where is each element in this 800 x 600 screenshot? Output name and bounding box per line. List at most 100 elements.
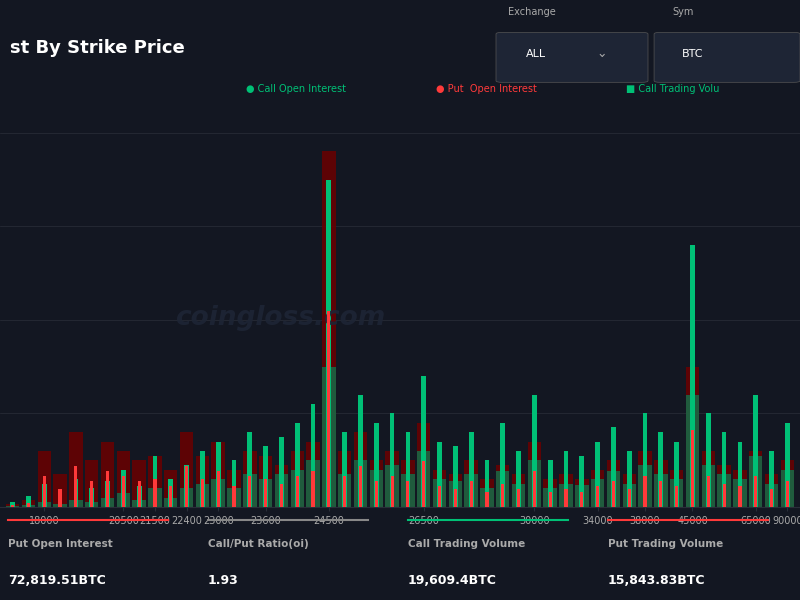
Bar bbox=[559, 474, 573, 507]
Bar bbox=[22, 500, 35, 507]
Bar bbox=[338, 474, 351, 507]
Bar bbox=[754, 395, 758, 507]
Bar bbox=[670, 470, 683, 507]
Bar bbox=[338, 451, 351, 507]
Bar bbox=[370, 470, 383, 507]
Bar bbox=[642, 413, 647, 507]
Bar bbox=[386, 451, 399, 507]
Bar bbox=[6, 504, 19, 507]
Bar bbox=[406, 481, 410, 507]
Bar bbox=[148, 488, 162, 507]
Bar bbox=[528, 460, 541, 507]
Bar bbox=[274, 474, 288, 507]
Bar bbox=[196, 484, 209, 507]
Bar bbox=[401, 474, 414, 507]
Bar bbox=[358, 395, 363, 507]
Bar bbox=[259, 455, 272, 507]
Bar bbox=[595, 442, 600, 507]
Bar bbox=[69, 500, 82, 507]
Bar bbox=[500, 423, 505, 507]
FancyBboxPatch shape bbox=[496, 32, 648, 82]
Text: ⌄: ⌄ bbox=[596, 47, 607, 61]
Bar bbox=[200, 451, 205, 507]
Bar bbox=[480, 479, 494, 507]
Bar bbox=[596, 487, 599, 507]
Bar bbox=[243, 451, 257, 507]
Bar bbox=[227, 470, 241, 507]
Bar bbox=[105, 481, 110, 507]
Bar bbox=[754, 476, 758, 507]
Bar bbox=[734, 479, 746, 507]
Bar bbox=[58, 493, 62, 507]
Bar bbox=[211, 479, 225, 507]
Bar bbox=[296, 476, 299, 507]
Bar bbox=[232, 460, 236, 507]
Bar bbox=[201, 479, 204, 507]
Bar bbox=[512, 484, 526, 507]
Bar bbox=[591, 470, 604, 507]
Text: ● Put  Open Interest: ● Put Open Interest bbox=[436, 83, 537, 94]
Bar bbox=[343, 476, 346, 507]
Bar bbox=[734, 470, 746, 507]
Bar bbox=[133, 460, 146, 507]
Text: coingloss.com: coingloss.com bbox=[175, 305, 385, 331]
Bar bbox=[306, 442, 320, 507]
Bar bbox=[722, 484, 726, 507]
Bar bbox=[374, 481, 378, 507]
Bar bbox=[433, 479, 446, 507]
Bar bbox=[686, 395, 699, 507]
Bar bbox=[280, 484, 283, 507]
Bar bbox=[718, 474, 731, 507]
Bar bbox=[211, 442, 225, 507]
Bar bbox=[575, 479, 589, 507]
Bar bbox=[454, 489, 457, 507]
Bar bbox=[311, 471, 314, 507]
Bar bbox=[686, 367, 699, 507]
Bar bbox=[690, 245, 695, 507]
Bar bbox=[611, 427, 616, 507]
Bar bbox=[354, 432, 367, 507]
Bar bbox=[390, 413, 394, 507]
Bar bbox=[643, 476, 646, 507]
Bar bbox=[549, 491, 552, 507]
Bar bbox=[706, 413, 710, 507]
Bar bbox=[196, 455, 209, 507]
Bar bbox=[765, 474, 778, 507]
Bar bbox=[54, 474, 66, 507]
Text: st By Strike Price: st By Strike Price bbox=[10, 39, 184, 57]
Text: 1.93: 1.93 bbox=[208, 574, 238, 587]
Bar bbox=[26, 496, 31, 507]
Bar bbox=[674, 442, 679, 507]
Bar bbox=[217, 471, 220, 507]
Bar bbox=[101, 497, 114, 507]
Bar bbox=[580, 491, 583, 507]
Bar bbox=[738, 442, 742, 507]
Text: BTC: BTC bbox=[682, 49, 703, 59]
Bar bbox=[22, 505, 35, 507]
Bar bbox=[54, 504, 66, 507]
Bar bbox=[627, 451, 632, 507]
Bar bbox=[342, 432, 347, 507]
Bar bbox=[659, 481, 662, 507]
Text: Call Trading Volume: Call Trading Volume bbox=[408, 539, 526, 549]
Bar bbox=[248, 476, 251, 507]
Bar bbox=[532, 395, 537, 507]
Bar bbox=[6, 506, 19, 507]
Bar bbox=[469, 432, 474, 507]
Text: ■ Call Trading Volu: ■ Call Trading Volu bbox=[626, 83, 720, 94]
Bar bbox=[326, 179, 331, 507]
Bar bbox=[749, 455, 762, 507]
Bar bbox=[401, 460, 414, 507]
Bar bbox=[470, 481, 473, 507]
Bar bbox=[449, 474, 462, 507]
Bar bbox=[718, 465, 731, 507]
Bar bbox=[612, 481, 615, 507]
Bar bbox=[122, 476, 125, 507]
Text: ● Call Open Interest: ● Call Open Interest bbox=[246, 83, 346, 94]
Bar bbox=[310, 404, 315, 507]
Bar bbox=[279, 437, 284, 507]
Bar bbox=[786, 481, 789, 507]
Bar bbox=[322, 367, 335, 507]
Bar bbox=[486, 491, 489, 507]
Bar bbox=[390, 476, 394, 507]
